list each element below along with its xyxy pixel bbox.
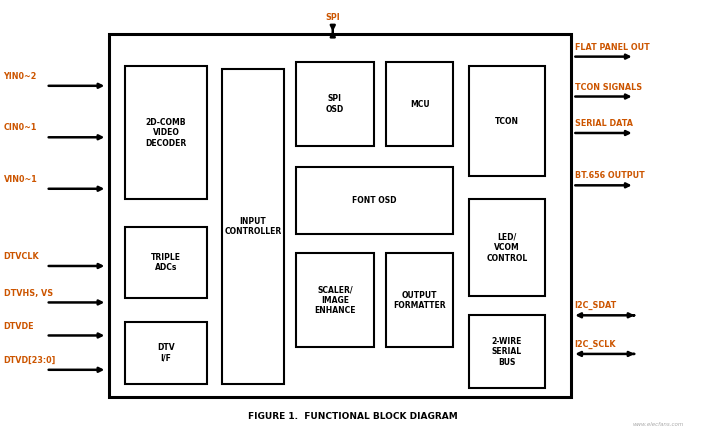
Text: SPI: SPI bbox=[326, 13, 340, 21]
Text: SERIAL DATA: SERIAL DATA bbox=[575, 119, 632, 128]
Text: OUTPUT
FORMATTER: OUTPUT FORMATTER bbox=[393, 290, 446, 310]
Bar bbox=[125, 66, 207, 199]
Text: TCON: TCON bbox=[495, 117, 519, 126]
Bar bbox=[469, 66, 545, 176]
Text: FIGURE 1.  FUNCTIONAL BLOCK DIAGRAM: FIGURE 1. FUNCTIONAL BLOCK DIAGRAM bbox=[247, 413, 458, 421]
Bar bbox=[386, 253, 453, 347]
Text: YIN0~2: YIN0~2 bbox=[4, 72, 37, 81]
Bar bbox=[125, 322, 207, 384]
Text: DTVCLK: DTVCLK bbox=[4, 252, 39, 261]
Text: LED/
VCOM
CONTROL: LED/ VCOM CONTROL bbox=[486, 233, 527, 263]
Bar bbox=[296, 62, 374, 146]
Text: CIN0~1: CIN0~1 bbox=[4, 124, 37, 132]
Text: FLAT PANEL OUT: FLAT PANEL OUT bbox=[575, 43, 649, 51]
Text: INPUT
CONTROLLER: INPUT CONTROLLER bbox=[224, 217, 282, 236]
Bar bbox=[296, 167, 453, 234]
Text: I2C_SCLK: I2C_SCLK bbox=[575, 340, 616, 349]
Text: SCALER/
IMAGE
ENHANCE: SCALER/ IMAGE ENHANCE bbox=[314, 285, 355, 315]
Text: TRIPLE
ADCs: TRIPLE ADCs bbox=[151, 253, 181, 272]
Text: 2D-COMB
VIDEO
DECODER: 2D-COMB VIDEO DECODER bbox=[145, 118, 187, 148]
Bar bbox=[222, 69, 284, 384]
Text: DTVHS, VS: DTVHS, VS bbox=[4, 289, 53, 297]
Text: I2C_SDAT: I2C_SDAT bbox=[575, 301, 617, 311]
Text: DTV
I/F: DTV I/F bbox=[157, 343, 175, 363]
Text: 2-WIRE
SERIAL
BUS: 2-WIRE SERIAL BUS bbox=[491, 337, 522, 367]
Text: VIN0~1: VIN0~1 bbox=[4, 175, 37, 184]
Text: MCU: MCU bbox=[410, 100, 429, 109]
Bar bbox=[125, 227, 207, 298]
Text: SPI
OSD: SPI OSD bbox=[326, 94, 344, 114]
Text: www.elecfans.com: www.elecfans.com bbox=[632, 422, 684, 427]
Bar bbox=[109, 34, 571, 397]
Text: DTVDE: DTVDE bbox=[4, 322, 34, 330]
Text: BT.656 OUTPUT: BT.656 OUTPUT bbox=[575, 172, 644, 180]
Text: TCON SIGNALS: TCON SIGNALS bbox=[575, 83, 642, 91]
Bar bbox=[386, 62, 453, 146]
Bar bbox=[469, 315, 545, 388]
Bar bbox=[469, 199, 545, 296]
Text: DTVD[23:0]: DTVD[23:0] bbox=[4, 356, 56, 365]
Bar bbox=[296, 253, 374, 347]
Text: FONT OSD: FONT OSD bbox=[352, 196, 397, 205]
